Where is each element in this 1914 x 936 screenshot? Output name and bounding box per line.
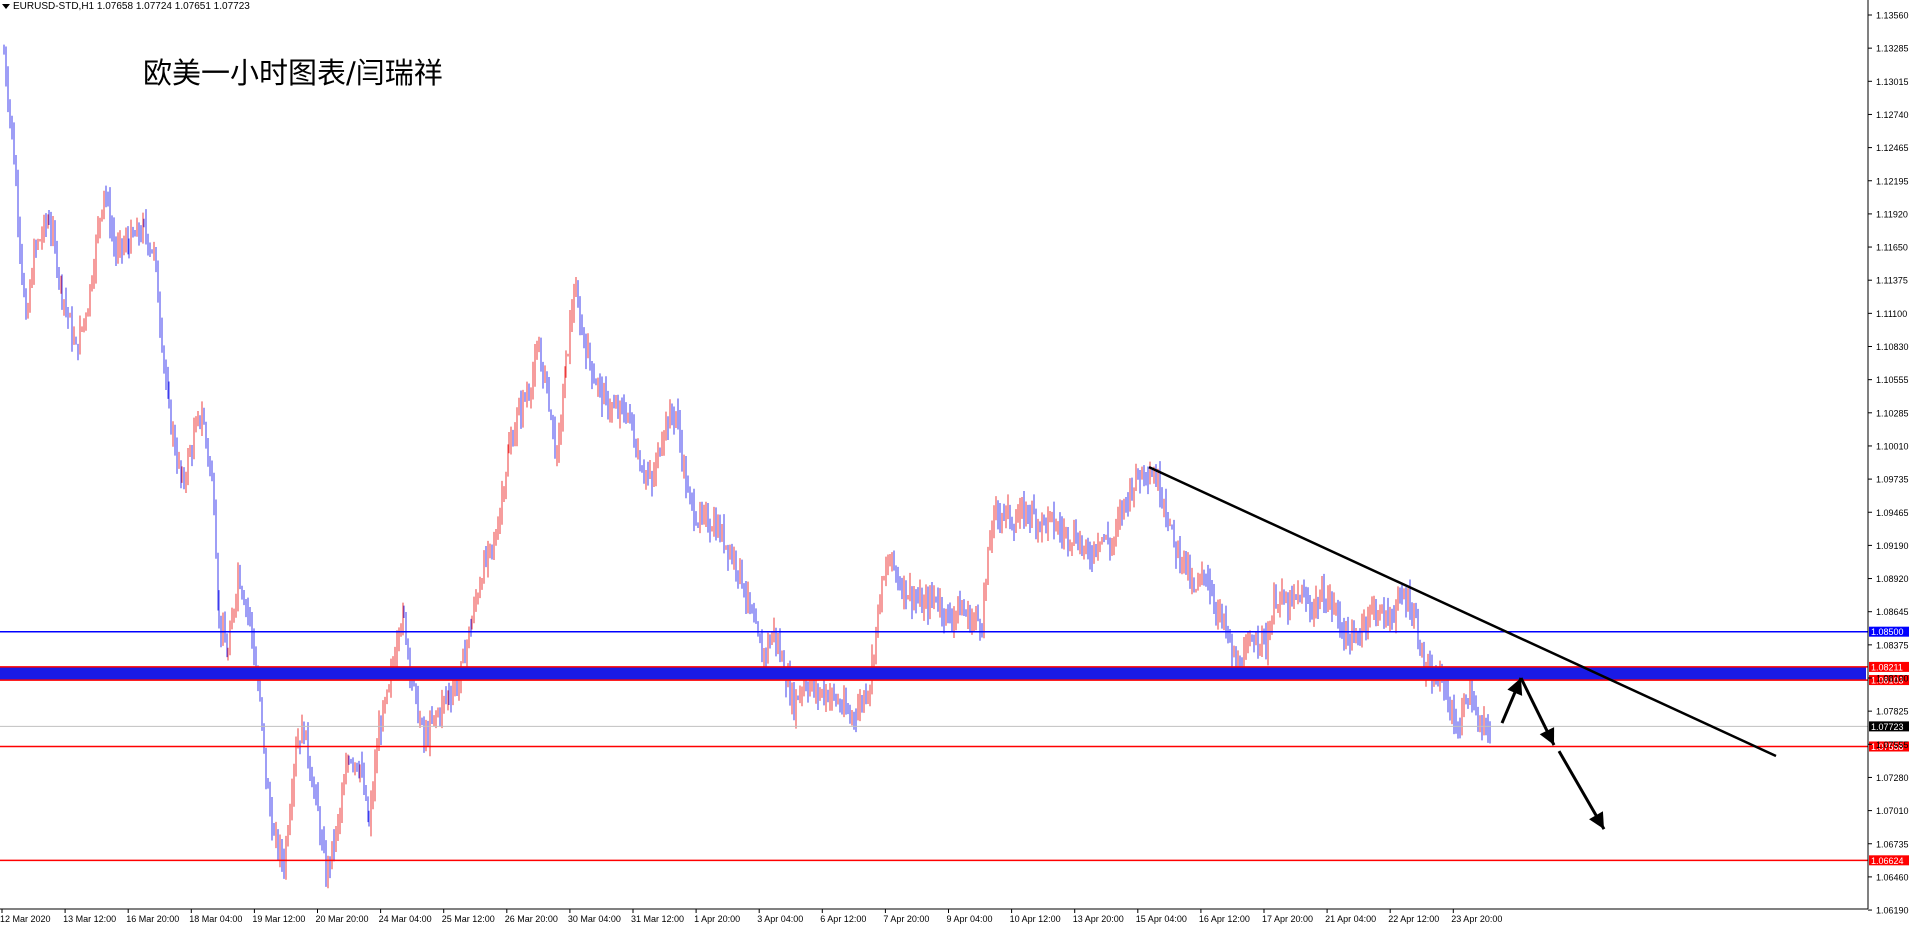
y-tick-label: 1.11100 bbox=[1876, 309, 1907, 319]
y-tick-label: 1.07825 bbox=[1876, 707, 1909, 717]
x-tick-label: 19 Mar 12:00 bbox=[252, 914, 305, 924]
level-lines-layer: 1.08500 1.08211 1.08103 1.07558 1.06624 1.077… bbox=[0, 626, 1909, 866]
level-price-label: 1.08211 bbox=[1871, 662, 1903, 672]
x-tick-label: 1 Apr 20:00 bbox=[694, 914, 740, 924]
trendline-layer bbox=[1148, 466, 1777, 830]
y-tick-label: 1.11920 bbox=[1876, 209, 1908, 219]
downtrend-line bbox=[1148, 466, 1777, 758]
chart-header: EURUSD-STD,H1 1.07658 1.07724 1.07651 1.… bbox=[2, 1, 250, 12]
y-tick-label: 1.08100 bbox=[1876, 674, 1909, 684]
x-tick-label: 12 Mar 2020 bbox=[0, 914, 51, 924]
x-tick-label: 15 Apr 04:00 bbox=[1136, 914, 1187, 924]
x-tick-label: 18 Mar 04:00 bbox=[189, 914, 242, 924]
y-tick-label: 1.13015 bbox=[1876, 77, 1909, 87]
x-tick-label: 25 Mar 12:00 bbox=[442, 914, 495, 924]
x-tick-label: 16 Mar 20:00 bbox=[126, 914, 179, 924]
y-tick-label: 1.10010 bbox=[1876, 441, 1909, 451]
y-tick-label: 1.08645 bbox=[1876, 607, 1909, 617]
x-tick-label: 3 Apr 04:00 bbox=[757, 914, 803, 924]
chart-watermark-title: 欧美一小时图表/闫瑞祥 bbox=[143, 56, 443, 90]
forecast-arrow-head bbox=[1507, 678, 1523, 696]
x-tick-label: 24 Mar 04:00 bbox=[379, 914, 432, 924]
x-tick-label: 9 Apr 04:00 bbox=[947, 914, 993, 924]
level-price-label: 1.08103 bbox=[1871, 676, 1904, 686]
candles-layer bbox=[3, 44, 1491, 889]
ohlc-readout: 1.07658 1.07724 1.07651 1.07723 bbox=[96, 1, 250, 12]
y-tick-label: 1.09465 bbox=[1876, 508, 1909, 518]
x-tick-label: 20 Mar 20:00 bbox=[316, 914, 369, 924]
y-tick-label: 1.12465 bbox=[1876, 143, 1909, 153]
y-tick-label: 1.13560 bbox=[1876, 11, 1909, 21]
y-tick-label: 1.12740 bbox=[1876, 110, 1909, 120]
y-tick-label: 1.06190 bbox=[1876, 906, 1909, 916]
y-tick-label: 1.06460 bbox=[1876, 872, 1909, 882]
x-tick-label: 22 Apr 12:00 bbox=[1388, 914, 1439, 924]
y-tick-label: 1.08375 bbox=[1876, 640, 1909, 650]
level-price-label: 1.07558 bbox=[1871, 742, 1904, 752]
y-tick-label: 1.08920 bbox=[1876, 574, 1909, 584]
level-price-tag bbox=[1869, 741, 1909, 752]
x-tick-label: 13 Mar 12:00 bbox=[63, 914, 116, 924]
resistance-zone-band bbox=[0, 666, 1866, 681]
y-tick-label: 1.10285 bbox=[1876, 408, 1909, 418]
y-tick-label: 1.07280 bbox=[1876, 773, 1909, 783]
x-tick-label: 31 Mar 12:00 bbox=[631, 914, 684, 924]
y-tick-label: 1.13285 bbox=[1876, 44, 1909, 54]
y-tick-label: 1.09735 bbox=[1876, 475, 1909, 485]
level-price-tag bbox=[1869, 675, 1909, 686]
y-tick-label: 1.10555 bbox=[1876, 375, 1909, 385]
x-tick-label: 21 Apr 04:00 bbox=[1325, 914, 1376, 924]
forecast-arrow-head bbox=[1539, 727, 1555, 746]
y-tick-label: 1.09190 bbox=[1876, 541, 1909, 551]
x-tick-label: 13 Apr 20:00 bbox=[1073, 914, 1124, 924]
y-tick-label: 1.07555 bbox=[1876, 740, 1909, 750]
y-tick-label: 1.11650 bbox=[1876, 243, 1908, 253]
x-tick-label: 16 Apr 12:00 bbox=[1199, 914, 1250, 924]
x-tick-label: 26 Mar 20:00 bbox=[505, 914, 558, 924]
dropdown-triangle-icon[interactable] bbox=[2, 3, 10, 9]
symbol-label: EURUSD-STD,H1 bbox=[13, 1, 95, 12]
x-tick-label: 30 Mar 04:00 bbox=[568, 914, 621, 924]
x-tick-label: 10 Apr 12:00 bbox=[1010, 914, 1061, 924]
current-price-label: 1.07723 bbox=[1871, 722, 1904, 732]
forecast-arrow-head bbox=[1589, 811, 1604, 830]
x-tick-label: 7 Apr 20:00 bbox=[883, 914, 929, 924]
y-tick-label: 1.11375 bbox=[1876, 276, 1908, 286]
x-tick-label: 6 Apr 12:00 bbox=[820, 914, 866, 924]
x-tick-label: 17 Apr 20:00 bbox=[1262, 914, 1313, 924]
current-price-tag bbox=[1869, 721, 1909, 732]
level-price-tag bbox=[1869, 661, 1909, 672]
y-tick-label: 1.07010 bbox=[1876, 806, 1909, 816]
level-price-tag bbox=[1869, 626, 1909, 637]
x-tick-label: 23 Apr 20:00 bbox=[1451, 914, 1502, 924]
y-tick-label: 1.10830 bbox=[1876, 342, 1909, 352]
y-tick-label: 1.06735 bbox=[1876, 839, 1909, 849]
level-price-tag bbox=[1869, 855, 1909, 866]
level-price-label: 1.08500 bbox=[1871, 627, 1904, 637]
level-price-label: 1.06624 bbox=[1871, 856, 1904, 866]
y-tick-label: 1.12195 bbox=[1876, 176, 1909, 186]
